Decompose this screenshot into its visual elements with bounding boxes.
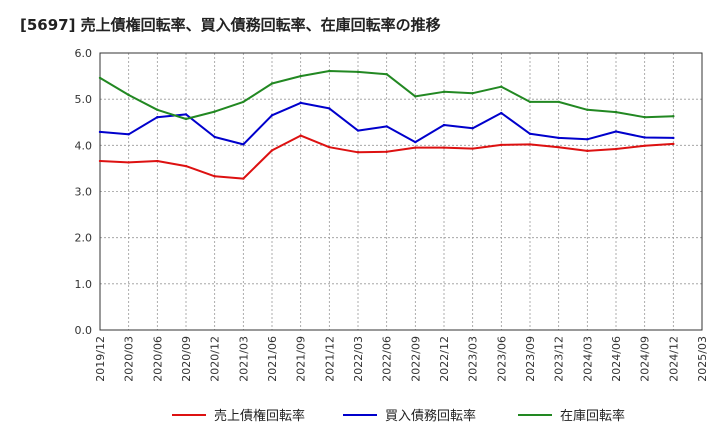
data-point bbox=[586, 149, 589, 153]
x-tick-label: 2023/06 bbox=[495, 336, 508, 382]
y-tick-label: 6.0 bbox=[75, 47, 93, 60]
data-point bbox=[156, 108, 159, 111]
y-tick-label: 0.0 bbox=[75, 324, 93, 337]
data-point bbox=[127, 161, 130, 164]
x-tick-label: 2023/03 bbox=[467, 336, 480, 382]
data-point bbox=[557, 100, 560, 104]
data-point bbox=[328, 69, 331, 73]
data-point bbox=[586, 108, 589, 111]
chart-title: [5697] 売上債権回転率、買入債務回転率、在庫回転率の推移 bbox=[20, 16, 441, 34]
data-point bbox=[213, 135, 216, 139]
data-point bbox=[442, 90, 446, 93]
data-point bbox=[500, 111, 503, 115]
data-point bbox=[471, 127, 474, 130]
data-point bbox=[127, 93, 130, 97]
data-point bbox=[184, 117, 188, 121]
data-point bbox=[242, 177, 245, 180]
y-tick-label: 2.0 bbox=[75, 232, 93, 245]
legend-label: 在庫回転率 bbox=[560, 408, 625, 424]
x-tick-label: 2021/03 bbox=[237, 336, 250, 382]
data-point bbox=[442, 146, 446, 149]
x-tick-label: 2019/12 bbox=[94, 336, 107, 382]
data-point bbox=[328, 145, 331, 149]
data-point bbox=[356, 151, 360, 154]
data-point bbox=[500, 85, 503, 88]
x-tick-label: 2021/06 bbox=[266, 336, 279, 382]
data-point bbox=[184, 113, 188, 116]
plot-frame bbox=[99, 52, 703, 331]
data-point bbox=[270, 82, 274, 85]
data-point bbox=[127, 133, 130, 136]
x-tick-label: 2025/03 bbox=[696, 336, 709, 382]
x-tick-label: 2023/09 bbox=[524, 336, 537, 382]
x-tick-label: 2022/06 bbox=[381, 336, 394, 382]
x-tick-label: 2022/12 bbox=[438, 336, 451, 382]
legend-label: 買入債務回転率 bbox=[385, 408, 476, 424]
data-point bbox=[643, 144, 646, 147]
data-point bbox=[299, 74, 302, 78]
x-tick-label: 2020/03 bbox=[123, 336, 136, 382]
data-point bbox=[98, 76, 102, 80]
data-point bbox=[672, 115, 675, 118]
data-point bbox=[672, 142, 675, 146]
x-tick-label: 2022/03 bbox=[352, 336, 365, 382]
data-point bbox=[471, 147, 474, 150]
data-point bbox=[614, 110, 618, 114]
data-point bbox=[442, 123, 446, 127]
data-point bbox=[643, 136, 646, 139]
data-point bbox=[270, 114, 274, 117]
data-point bbox=[414, 140, 417, 144]
data-point bbox=[557, 145, 560, 149]
data-point bbox=[528, 132, 532, 135]
data-point bbox=[586, 138, 589, 141]
x-tick-label: 2020/06 bbox=[151, 336, 164, 382]
data-point bbox=[328, 107, 331, 110]
x-tick-label: 2021/09 bbox=[295, 336, 308, 382]
data-point bbox=[156, 115, 159, 119]
data-point bbox=[356, 70, 360, 74]
data-point bbox=[500, 143, 503, 147]
data-point bbox=[528, 100, 532, 104]
data-point bbox=[385, 73, 388, 76]
x-tick-label: 2024/03 bbox=[581, 336, 594, 382]
x-tick-label: 2020/12 bbox=[209, 336, 222, 382]
x-tick-label: 2024/06 bbox=[610, 336, 623, 382]
x-tick-label: 2020/09 bbox=[180, 336, 193, 382]
data-point bbox=[471, 91, 474, 95]
data-point bbox=[98, 130, 102, 134]
x-tick-label: 2023/12 bbox=[553, 336, 566, 382]
data-point bbox=[414, 95, 417, 98]
data-point bbox=[385, 150, 388, 153]
data-point bbox=[614, 147, 618, 151]
data-point bbox=[299, 134, 302, 137]
legend-label: 売上債権回転率 bbox=[214, 408, 305, 424]
y-tick-label: 3.0 bbox=[75, 186, 93, 199]
data-point bbox=[414, 146, 417, 149]
data-point bbox=[213, 175, 216, 178]
data-point bbox=[98, 159, 102, 163]
data-point bbox=[614, 130, 618, 133]
data-point bbox=[672, 136, 675, 140]
y-tick-label: 1.0 bbox=[75, 278, 93, 291]
data-point bbox=[643, 115, 646, 119]
y-tick-label: 4.0 bbox=[75, 139, 93, 152]
data-point bbox=[557, 136, 560, 140]
data-point bbox=[184, 164, 188, 168]
data-point bbox=[270, 149, 274, 152]
x-tick-label: 2022/09 bbox=[409, 336, 422, 382]
x-tick-label: 2021/12 bbox=[323, 336, 336, 382]
y-tick-label: 5.0 bbox=[75, 93, 93, 106]
data-point bbox=[242, 143, 245, 146]
data-point bbox=[242, 100, 245, 104]
data-point bbox=[385, 125, 388, 128]
data-point bbox=[299, 101, 302, 105]
data-point bbox=[356, 129, 360, 132]
x-tick-label: 2024/12 bbox=[667, 336, 680, 382]
x-tick-label: 2024/09 bbox=[639, 336, 652, 382]
data-point bbox=[156, 159, 159, 163]
data-point bbox=[213, 110, 216, 113]
data-point bbox=[528, 143, 532, 146]
